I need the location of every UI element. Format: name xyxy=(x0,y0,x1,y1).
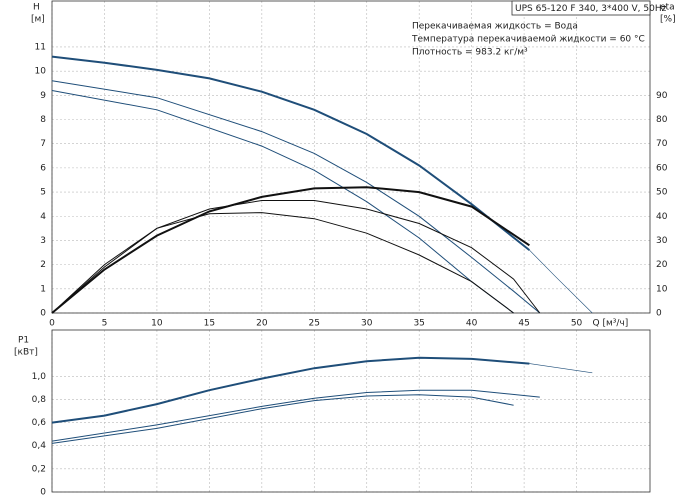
curve xyxy=(51,80,541,314)
y-tick-label: 0 xyxy=(40,309,46,319)
annotation: Температура перекачиваемой жидкости = 60… xyxy=(411,35,645,45)
y-tick-label: 11 xyxy=(35,42,46,52)
y2-tick-label: 0 xyxy=(656,309,662,319)
curve xyxy=(51,200,541,314)
curve xyxy=(51,90,514,314)
y-tick-label: 1,0 xyxy=(32,372,47,382)
y-tick-label: 2 xyxy=(40,260,46,270)
y2-tick-label: 20 xyxy=(656,260,668,270)
y2-tick-label: 50 xyxy=(656,188,668,198)
y2-tick-label: 70 xyxy=(656,139,668,149)
y-tick-label: 1 xyxy=(40,284,46,294)
plot-frame xyxy=(51,0,651,314)
curve xyxy=(51,186,530,314)
y-tick-label: 0 xyxy=(40,488,46,498)
y-tick-label: 3 xyxy=(40,236,46,246)
y-tick-label: 0,6 xyxy=(32,418,47,428)
y-tick-label: 9 xyxy=(40,91,46,101)
chart-title: UPS 65-120 F 340, 3*400 V, 50Hz xyxy=(515,4,667,14)
curve xyxy=(529,249,593,314)
x-tick-label: 35 xyxy=(413,319,424,329)
y2-axis-unit: [%] xyxy=(660,15,676,25)
annotation: Плотность = 983.2 кг/м³ xyxy=(412,48,528,58)
y-tick-label: 4 xyxy=(40,212,46,222)
curve xyxy=(51,389,540,442)
curve xyxy=(51,356,530,424)
title-box xyxy=(511,0,651,16)
y-tick-label: 0,2 xyxy=(32,464,46,474)
y2-tick-label: 10 xyxy=(656,284,668,294)
y-axis-unit: [м] xyxy=(31,15,45,25)
y-tick-label: 10 xyxy=(35,67,47,77)
y-tick-label: 6 xyxy=(40,163,46,173)
x-tick-label: 5 xyxy=(102,319,108,329)
y2-tick-label: 90 xyxy=(656,91,668,101)
plot-frame xyxy=(51,329,651,493)
curve xyxy=(529,363,593,374)
y-tick-label: 0,4 xyxy=(32,441,47,451)
curve xyxy=(51,212,514,314)
y-tick-label: 5 xyxy=(40,188,46,198)
x-tick-label: 20 xyxy=(256,319,268,329)
annotation: Перекачиваемая жидкость = Вода xyxy=(412,22,578,32)
x-tick-label: 40 xyxy=(466,319,478,329)
y2-tick-label: 60 xyxy=(656,163,668,173)
y-axis-label: H xyxy=(33,3,40,13)
y-tick-label: 0,8 xyxy=(32,395,47,405)
y2-tick-label: 30 xyxy=(656,236,668,246)
y2-axis-label: eta xyxy=(660,3,675,13)
x-tick-label: 10 xyxy=(151,319,163,329)
y-tick-label: 7 xyxy=(40,139,46,149)
curve xyxy=(51,55,531,251)
y-tick-label: 8 xyxy=(40,115,46,125)
x-tick-label: 45 xyxy=(518,319,529,329)
y-axis-unit: [кВт] xyxy=(14,348,38,358)
x-axis-label: Q [м³/ч] xyxy=(593,319,629,329)
x-tick-label: 50 xyxy=(571,319,583,329)
curve xyxy=(51,394,514,444)
x-tick-label: 30 xyxy=(361,319,373,329)
x-tick-label: 0 xyxy=(49,319,55,329)
x-tick-label: 25 xyxy=(309,319,320,329)
y-axis-label: P1 xyxy=(18,336,29,346)
y2-tick-label: 80 xyxy=(656,115,668,125)
y2-tick-label: 40 xyxy=(656,212,668,222)
x-tick-label: 15 xyxy=(204,319,215,329)
